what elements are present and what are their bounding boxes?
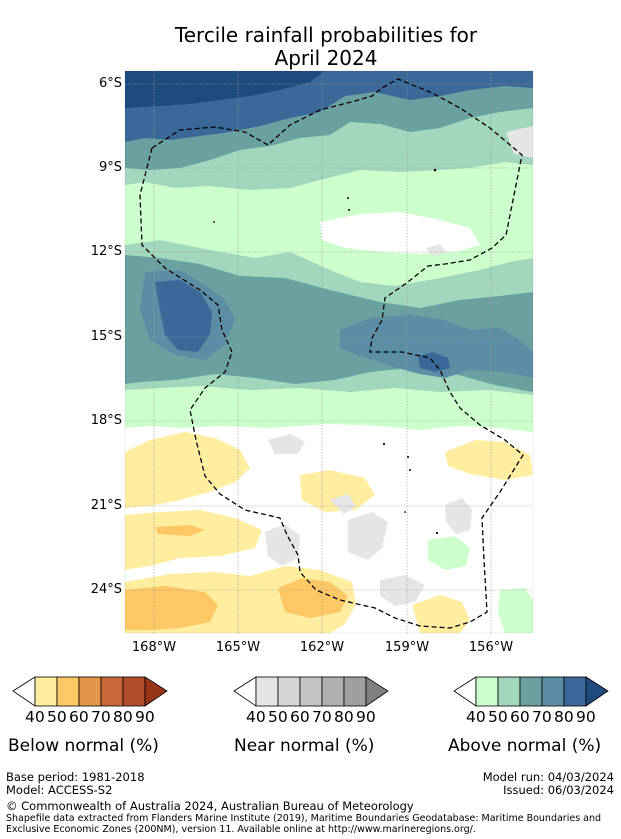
lat-tick-24s: 24°S <box>90 582 122 597</box>
base-period: Base period: 1981-2018 <box>6 770 145 784</box>
issued-date: Issued: 06/03/2024 <box>503 783 614 797</box>
near-40-patch-7 <box>506 126 533 158</box>
model-name: Model: ACCESS-S2 <box>6 783 113 797</box>
model-run-date: Model run: 04/03/2024 <box>482 770 614 784</box>
gridlines <box>125 71 533 633</box>
island-marker-4 <box>213 221 215 223</box>
above-colorbar-label-50: 50 <box>488 708 508 726</box>
below-50-south <box>125 586 218 630</box>
below-normal-colorbar <box>12 676 168 707</box>
below-40-center <box>300 470 375 512</box>
below-colorbar-label-40: 40 <box>25 708 45 726</box>
lat-tick-6s: 6°S <box>98 76 122 91</box>
island-marker-3 <box>348 209 350 211</box>
above-colorbar-50 <box>497 676 521 707</box>
lon-tick-156w: 156°W <box>468 640 514 655</box>
near-normal-colorbar <box>233 676 389 707</box>
above-neutral-hole <box>320 212 480 254</box>
above-80-patch <box>155 280 212 352</box>
islands <box>213 168 439 535</box>
map-title-line1: Tercile rainfall probabilities for <box>174 23 478 47</box>
island-marker-7 <box>409 469 411 471</box>
near-colorbar-label-90: 90 <box>356 708 376 726</box>
above-colorbar-70 <box>541 676 565 707</box>
below-40-east <box>445 440 533 480</box>
lat-tick-12s: 12°S <box>90 244 122 259</box>
map-title: Tercile rainfall probabilities for April… <box>0 24 621 70</box>
below-colorbar-label-50: 50 <box>47 708 67 726</box>
island-marker-9 <box>404 511 406 513</box>
near-40-patch-4 <box>445 498 472 534</box>
island-marker-6 <box>407 456 409 458</box>
above-colorbar-40 <box>475 676 499 707</box>
above-normal-colorbar <box>453 676 609 707</box>
near-colorbar-label-50: 50 <box>268 708 288 726</box>
lat-tick-21s: 21°S <box>90 498 122 513</box>
below-50-sliver <box>155 525 205 536</box>
below-colorbar-max-arrow <box>144 676 168 707</box>
near-40-patch-8 <box>426 244 446 256</box>
above-colorbar-label-60: 60 <box>510 708 530 726</box>
near-40-patch-2 <box>265 524 300 566</box>
near-colorbar-label-70: 70 <box>312 708 332 726</box>
lat-tick-18s: 18°S <box>90 413 122 428</box>
island-marker-2 <box>347 197 349 199</box>
above-90-north <box>125 71 325 108</box>
copyright-notice: © Commonwealth of Australia 2024, Austra… <box>6 799 414 813</box>
island-marker-8 <box>435 531 439 535</box>
above-colorbar-label-80: 80 <box>554 708 574 726</box>
probability-field <box>125 71 533 633</box>
shapefile-credit-line1: Shapefile data extracted from Flanders M… <box>6 813 602 824</box>
lon-tick-159w: 159°W <box>384 640 430 655</box>
above-colorbar-label-40: 40 <box>466 708 486 726</box>
below-colorbar-label-80: 80 <box>113 708 133 726</box>
eez-boundaries <box>139 78 524 629</box>
above-colorbar-80 <box>563 676 587 707</box>
near-colorbar-max-arrow <box>365 676 389 707</box>
above-colorbar-60 <box>519 676 543 707</box>
map-frame <box>124 70 534 634</box>
island-marker-1 <box>433 168 437 172</box>
near-40-patch-6 <box>330 494 356 514</box>
near-normal-title: Near normal (%) <box>234 736 375 756</box>
above-40-southeast <box>428 536 470 570</box>
below-colorbar-label-90: 90 <box>135 708 155 726</box>
above-70-east <box>340 315 533 378</box>
above-normal-title: Above normal (%) <box>448 736 602 756</box>
below-40-se <box>412 595 470 633</box>
near-colorbar-label-80: 80 <box>334 708 354 726</box>
lat-tick-9s: 9°S <box>98 160 122 175</box>
near-40-patch-1 <box>268 434 305 454</box>
near-40-patch-5 <box>380 575 425 606</box>
shapefile-credit-line2: Exclusive Economic Zones (200NM), versio… <box>6 824 476 835</box>
below-40-west <box>125 432 250 508</box>
map-title-line2: April 2024 <box>274 46 378 70</box>
above-colorbar-label-90: 90 <box>576 708 596 726</box>
below-colorbar-label-60: 60 <box>69 708 89 726</box>
below-colorbar-label-70: 70 <box>91 708 111 726</box>
island-marker-5 <box>382 442 386 446</box>
below-40-southwest <box>125 510 262 570</box>
near-colorbar-label-60: 60 <box>290 708 310 726</box>
near-colorbar-label-40: 40 <box>246 708 266 726</box>
lat-tick-15s: 15°S <box>90 329 122 344</box>
above-colorbar-max-arrow <box>585 676 609 707</box>
below-50-center <box>278 578 348 618</box>
lon-tick-162w: 162°W <box>299 640 345 655</box>
near-40-patch-3 <box>348 512 388 560</box>
lon-tick-168w: 168°W <box>131 640 177 655</box>
above-colorbar-min-arrow <box>453 676 477 707</box>
above-colorbar-label-70: 70 <box>532 708 552 726</box>
above-40-south <box>498 588 533 633</box>
eez-boundary-west <box>151 78 399 149</box>
below-normal-title: Below normal (%) <box>8 736 159 756</box>
lon-tick-165w: 165°W <box>215 640 261 655</box>
